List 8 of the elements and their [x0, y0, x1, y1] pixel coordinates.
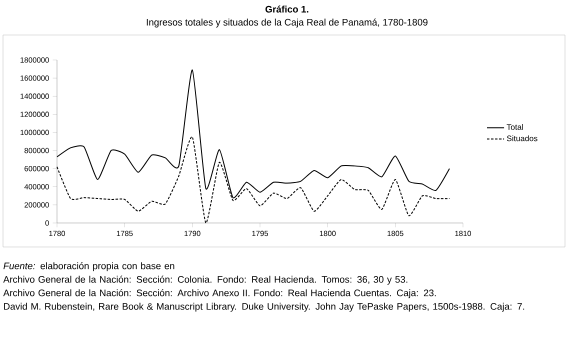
text: Fuente: elaboración propia con base en — [4, 262, 174, 272]
legend-label: Situados — [506, 135, 538, 142]
chart-title: Gráfico 1. — [265, 6, 308, 13]
text: Archivo General de la Nación: Sección: Colonia. Fondo: Real Hacienda. Tomos: 36, 30 y 53. — [3, 276, 408, 285]
legend-label: Total — [506, 124, 523, 130]
text: Archivo General de la Nación: Sección: Archivo Anexo II. Fondo: Real Hacienda Cuentas. Caja: 23. — [3, 289, 436, 298]
text: David M. Rubenstein, Rare Book & Manuscript Library. Duke University. John Jay TePaske Papers, 1500s-1988. Caja: 7. — [4, 302, 524, 312]
chart-subtitle: Ingresos totales y situados de la Caja Real de Panamá, 1780-1809 — [146, 18, 428, 28]
